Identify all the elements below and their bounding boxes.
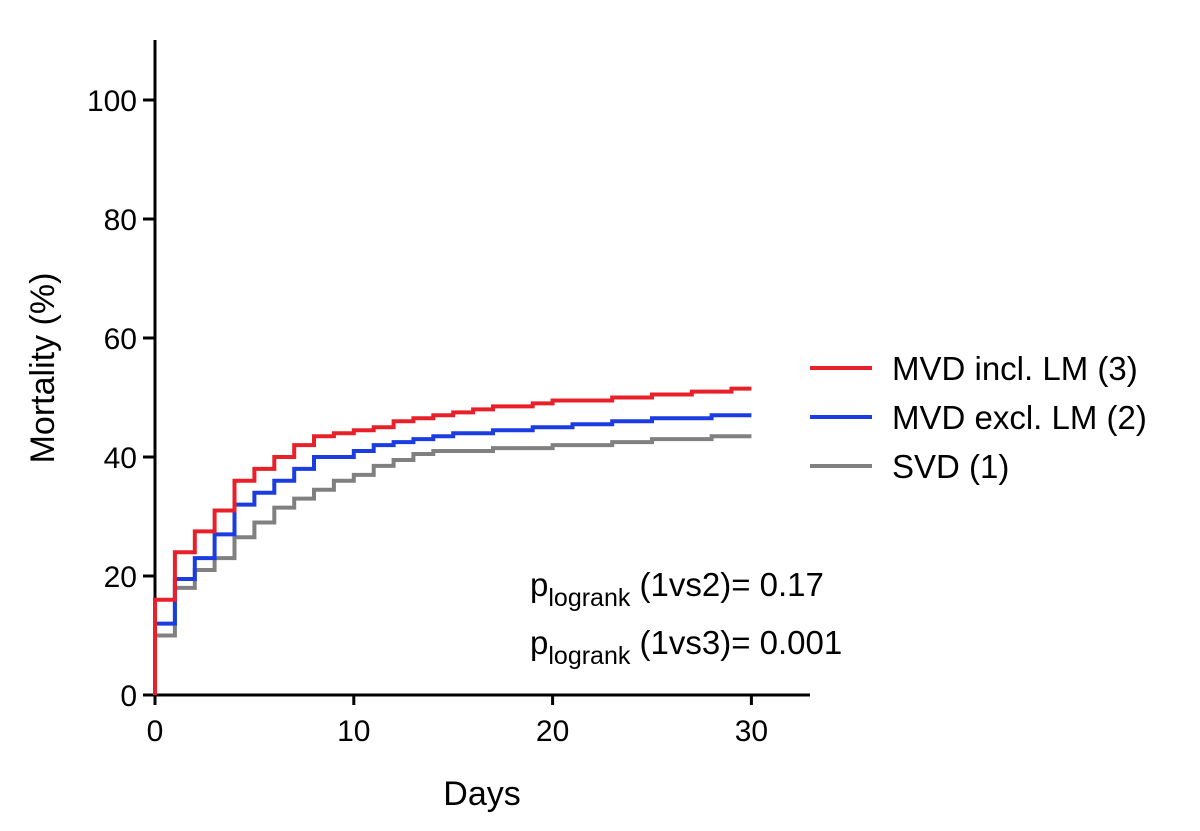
annotation-value: (1vs2)= 0.17 [630, 566, 824, 603]
y-axis-title: Mortality (%) [24, 273, 62, 464]
y-tick-label: 0 [120, 680, 137, 713]
axis-ticks: 0 10 20 30 0 20 40 60 80 100 [87, 85, 768, 748]
legend-label-mvd-incl-lm: MVD incl. LM (3) [892, 350, 1138, 387]
y-tick-label: 60 [104, 323, 137, 356]
legend-label-mvd-excl-lm: MVD excl. LM (2) [892, 399, 1147, 436]
y-tick-label: 40 [104, 442, 137, 475]
x-axis-title: Days [443, 775, 520, 813]
legend-label-svd: SVD (1) [892, 448, 1009, 485]
x-tick-label: 0 [147, 715, 164, 748]
series-line-mvd-incl-lm-3 [153, 386, 752, 695]
annotation-subscript: logrank [548, 584, 630, 612]
annotation-pvalue-1vs3: plogrank (1vs3)= 0.001 [530, 624, 842, 670]
annotation-subscript: logrank [548, 642, 630, 670]
annotation-value: (1vs3)= 0.001 [630, 624, 842, 661]
y-tick-label: 100 [87, 85, 137, 118]
x-tick-label: 20 [536, 715, 569, 748]
x-tick-label: 10 [337, 715, 370, 748]
annotation-pvalue-1vs2: plogrank (1vs2)= 0.17 [530, 566, 824, 612]
y-tick-label: 20 [104, 561, 137, 594]
annotation-p: p [530, 566, 548, 603]
annotation-p: p [530, 624, 548, 661]
y-tick-label: 80 [104, 204, 137, 237]
legend: MVD incl. LM (3) MVD excl. LM (2) SVD (1… [810, 350, 1147, 485]
series-line-mvd-excl-lm-2 [153, 413, 752, 695]
series-line-svd-1 [153, 434, 752, 695]
x-tick-label: 30 [735, 715, 768, 748]
series-layer [153, 386, 752, 695]
